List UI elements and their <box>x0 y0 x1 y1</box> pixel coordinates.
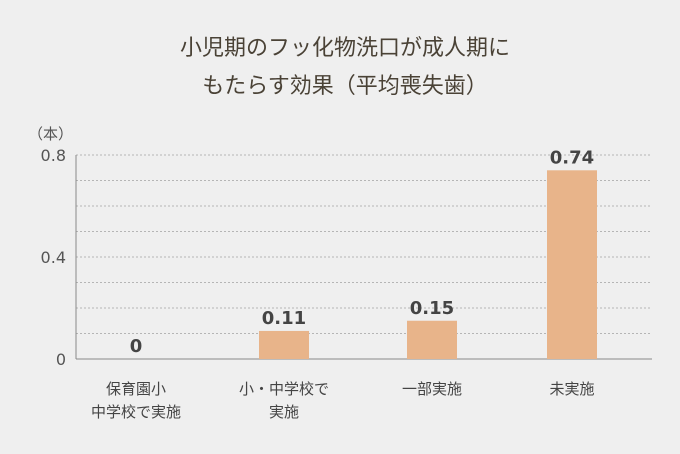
data-label: 0.11 <box>262 308 306 329</box>
category-label: 小・中学校で <box>239 380 329 398</box>
bar <box>259 330 309 359</box>
category-label: 未実施 <box>549 380 594 398</box>
data-label: 0 <box>130 336 143 357</box>
y-axis-unit-label: （本） <box>28 125 73 143</box>
bar <box>547 170 597 359</box>
y-tick-label: 0.8 <box>41 146 66 165</box>
category-label: 中学校で実施 <box>91 403 181 421</box>
y-tick-labels: 0 0.4 0.8 <box>41 146 66 369</box>
bars <box>259 170 597 359</box>
data-label: 0.15 <box>410 298 454 319</box>
category-label: 実施 <box>269 403 299 421</box>
y-tick-label: 0.4 <box>41 248 66 267</box>
category-label: 保育園小 <box>106 380 166 398</box>
y-tick-label: 0 <box>56 350 66 369</box>
chart-title-line-2: もたらす効果（平均喪失歯） <box>202 74 488 99</box>
chart-title-line-1: 小児期のフッ化物洗口が成人期に <box>180 36 510 61</box>
data-labels: 0 0.11 0.15 0.74 <box>130 147 594 357</box>
category-label: 一部実施 <box>402 380 462 398</box>
data-label: 0.74 <box>550 147 594 168</box>
gridlines <box>76 154 652 334</box>
bar <box>407 320 457 359</box>
